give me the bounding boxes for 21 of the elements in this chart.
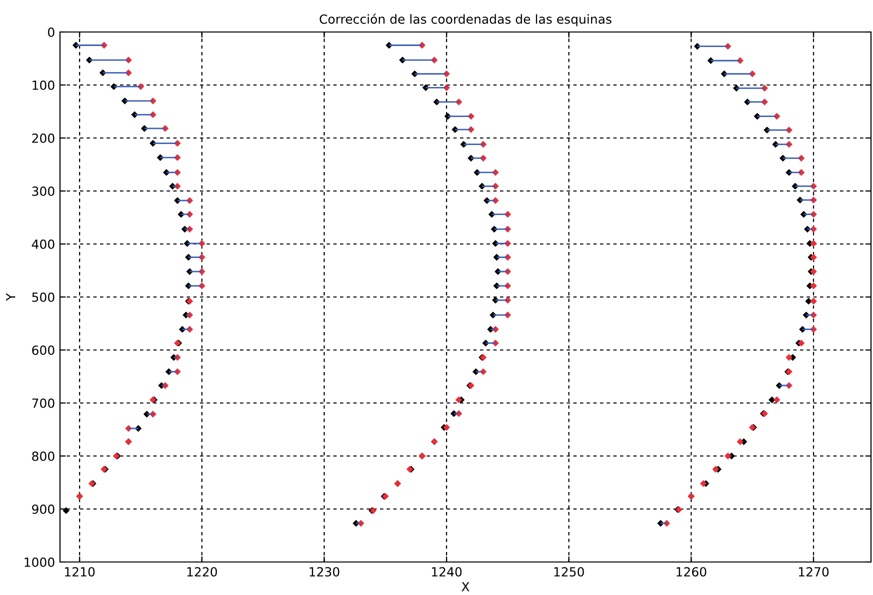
y-tick-label: 500 bbox=[32, 292, 54, 302]
y-tick-label: 900 bbox=[32, 504, 54, 514]
y-tick-label: 800 bbox=[32, 451, 54, 461]
y-tick-label: 200 bbox=[32, 133, 54, 143]
y-tick-label: 0 bbox=[48, 27, 54, 37]
x-tick-label: 1210 bbox=[65, 567, 95, 577]
x-tick-label: 1270 bbox=[798, 567, 829, 577]
x-tick-label: 1260 bbox=[676, 567, 706, 577]
y-tick-label: 100 bbox=[32, 80, 54, 90]
x-tick-label: 1220 bbox=[187, 567, 217, 577]
y-axis-title: Y bbox=[6, 293, 16, 301]
x-tick-label: 1240 bbox=[432, 567, 462, 577]
y-tick-label: 400 bbox=[32, 239, 54, 249]
y-tick-label: 600 bbox=[32, 345, 54, 355]
x-axis-title: X bbox=[462, 582, 470, 592]
x-tick-label: 1250 bbox=[554, 567, 584, 577]
y-tick-label: 300 bbox=[32, 186, 54, 196]
chart-title: Corrección de las coordenadas de las esquinas bbox=[320, 14, 612, 26]
x-tick-label: 1230 bbox=[310, 567, 340, 577]
y-tick-label: 700 bbox=[32, 398, 54, 408]
y-tick-label: 1000 bbox=[24, 557, 54, 567]
